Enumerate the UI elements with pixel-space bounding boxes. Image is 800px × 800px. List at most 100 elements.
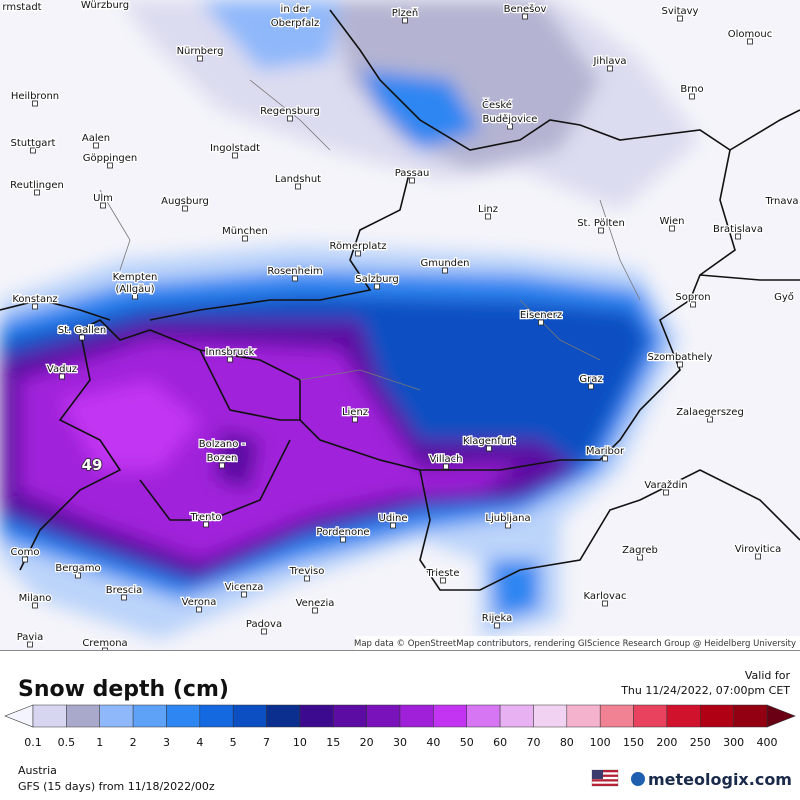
city-dot <box>292 275 298 282</box>
city-label: Passau <box>395 168 430 179</box>
model-run: GFS (15 days) from 11/18/2022/00z <box>18 780 215 793</box>
city-dot <box>241 591 247 598</box>
city-label: Klagenfurt <box>463 436 515 447</box>
city-label: Lienz <box>342 407 368 418</box>
city-label: Heilbronn <box>11 91 59 102</box>
city-dot <box>79 334 85 341</box>
legend-swatch <box>700 704 734 728</box>
title: Snow depth (cm) <box>18 677 229 702</box>
city-label: Győ <box>774 291 794 303</box>
city-dot <box>197 55 203 62</box>
legend-tick-label: 50 <box>460 736 474 749</box>
city-dot <box>440 577 446 584</box>
legend-tick-label: 250 <box>690 736 711 749</box>
city-dot <box>287 115 293 122</box>
city-dot <box>690 301 696 308</box>
legend-tick-label: 10 <box>293 736 307 749</box>
city-label: St. Gallen <box>58 325 107 336</box>
city-dot <box>295 183 301 190</box>
city-dot <box>507 123 513 130</box>
legend-tick-label: 2 <box>130 736 137 749</box>
city-dot <box>107 162 113 169</box>
city-dot <box>232 152 238 159</box>
city-label: Zagreb <box>622 545 658 556</box>
city-dot <box>637 554 643 561</box>
legend-tick-label: 1 <box>96 736 103 749</box>
flag <box>591 769 619 787</box>
city-dot <box>352 416 358 423</box>
city-label: Bozen <box>207 453 238 464</box>
legend-tick-label: 3 <box>163 736 170 749</box>
legend-low-arrow <box>4 704 34 728</box>
city-dot <box>32 602 38 609</box>
city-label: Padova <box>246 619 282 630</box>
city-label: Maribor <box>586 446 625 457</box>
legend-tick-label: 400 <box>757 736 778 749</box>
brand[interactable]: meteologix.com <box>648 770 792 789</box>
legend-tick-label: 200 <box>656 736 677 749</box>
city-dot <box>242 235 248 242</box>
legend-swatch <box>299 704 334 728</box>
attribution: Map data © OpenStreetMap contributors, r… <box>354 639 796 649</box>
legend-swatch <box>132 704 167 728</box>
legend-tick-label: 150 <box>623 736 644 749</box>
city-dot <box>602 455 608 462</box>
legend-tick-label: 40 <box>426 736 440 749</box>
city-dot <box>443 463 449 470</box>
city-dot <box>340 536 346 543</box>
legend-swatch <box>733 704 768 728</box>
city-dot <box>538 319 544 326</box>
city-label: Budějovice <box>483 113 538 125</box>
city-label: Trieste <box>426 568 460 579</box>
city-label: Villach <box>430 454 463 465</box>
legend-tick-label: 100 <box>590 736 611 749</box>
city-label: Konstanz <box>12 294 57 305</box>
legend-tick-label: 60 <box>493 736 507 749</box>
city-label: Verona <box>182 597 217 608</box>
city-dot <box>374 283 380 290</box>
city-label: Karlovac <box>583 591 626 602</box>
city-label: Vicenza <box>225 582 264 593</box>
attribution-bg <box>355 636 800 650</box>
map: rmstadt Würzburg in der Oberpfalz Plzeň Beneš… <box>0 0 800 650</box>
legend-swatch <box>566 704 601 728</box>
legend-tick-label: 80 <box>560 736 574 749</box>
city-label: Plzeň <box>392 7 419 19</box>
city-dot <box>34 189 40 196</box>
city-label: Sopron <box>675 292 710 303</box>
city-label: in der <box>281 4 311 15</box>
city-label: Brescia <box>106 585 143 596</box>
city-label: Stuttgart <box>11 138 56 149</box>
city-label: Bolzano - <box>199 439 246 450</box>
city-dot <box>182 205 188 212</box>
city-dot <box>32 100 38 107</box>
city-dot <box>219 462 225 469</box>
legend-swatch <box>366 704 401 728</box>
city-label: rmstadt <box>2 2 41 13</box>
city-label: Trento <box>189 512 221 523</box>
legend: 0.1 0.5 1 2 3 4 5 7 10 15 20 30 40 50 60 70 80 100 150 200 2… <box>4 704 796 749</box>
legend-swatch <box>599 704 634 728</box>
legend-tick-label: 7 <box>263 736 270 749</box>
legend-tick-label: 20 <box>360 736 374 749</box>
city-label: Zalaegerszeg <box>676 407 744 418</box>
city-dot <box>75 572 81 579</box>
legend-swatch <box>333 704 367 728</box>
city-dot <box>132 293 138 300</box>
city-dot <box>677 15 683 22</box>
city-dot <box>203 521 209 528</box>
city-label: Reutlingen <box>10 180 64 191</box>
city-dot <box>494 622 500 629</box>
city-dot <box>486 445 492 452</box>
city-dot <box>663 489 669 496</box>
city-dot <box>121 594 127 601</box>
city-dot <box>485 213 491 220</box>
city-label: Varaždin <box>644 479 687 491</box>
valid-label: Valid for <box>745 669 791 682</box>
city-dot <box>196 606 202 613</box>
legend-swatch <box>266 704 301 728</box>
city-dot <box>747 38 753 45</box>
city-dot <box>607 65 613 72</box>
